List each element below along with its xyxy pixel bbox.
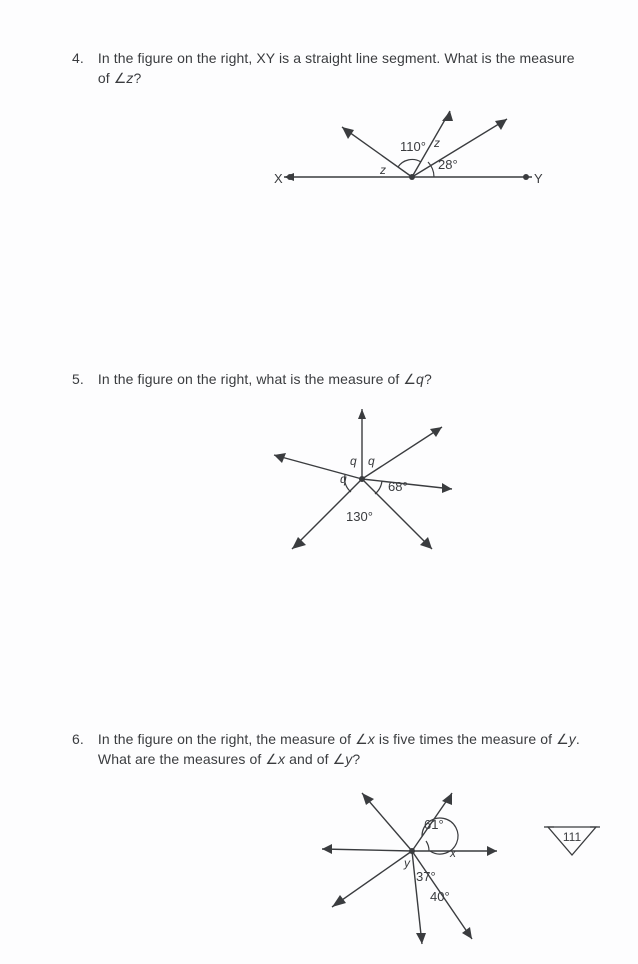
label-z-right: z <box>433 136 440 150</box>
label-y: y <box>403 856 411 870</box>
text-part: In the figure on the right, XY is a stra… <box>98 50 575 86</box>
label-q2: q <box>368 454 375 468</box>
problem-4-text: 4. In the figure on the right, XY is a s… <box>72 48 582 89</box>
problem-4: 4. In the figure on the right, XY is a s… <box>72 48 582 209</box>
label-z-left: z <box>379 163 386 177</box>
text-part: is five times the measure of ∠ <box>375 731 569 747</box>
problem-5-body: In the figure on the right, what is the … <box>98 369 582 389</box>
label-110: 110° <box>400 139 426 154</box>
label-Y: Y <box>534 171 543 186</box>
problem-4-number: 4. <box>72 48 84 89</box>
problem-4-body: In the figure on the right, XY is a stra… <box>98 48 582 89</box>
page-number-badge: 111 <box>544 823 600 859</box>
text-var-z: z <box>126 70 133 86</box>
text-part: In the figure on the right, what is the … <box>98 371 416 387</box>
label-q1: q <box>350 454 357 468</box>
problem-5-number: 5. <box>72 369 84 389</box>
label-68: 68° <box>388 479 408 494</box>
problem-5-figure: 68° 130° q q q <box>242 399 482 569</box>
text-var-y: y <box>569 731 576 747</box>
text-part: ? <box>352 751 360 767</box>
text-var-q: q <box>416 371 424 387</box>
text-part: In the figure on the right, the measure … <box>98 731 368 747</box>
problem-6: 6. In the figure on the right, the measu… <box>72 729 582 960</box>
text-part: ? <box>134 70 142 86</box>
problem-4-figure: X Y 110° 28° z z <box>272 99 552 209</box>
problem-6-text: 6. In the figure on the right, the measu… <box>72 729 582 770</box>
label-40: 40° <box>430 889 450 904</box>
page: 4. In the figure on the right, XY is a s… <box>0 0 638 959</box>
problem-5-text: 5. In the figure on the right, what is t… <box>72 369 582 389</box>
problem-6-body: In the figure on the right, the measure … <box>98 729 582 770</box>
label-q3: q <box>340 472 347 486</box>
page-number: 111 <box>563 830 582 844</box>
problem-5: 5. In the figure on the right, what is t… <box>72 369 582 569</box>
text-var-x: x <box>368 731 375 747</box>
problem-6-number: 6. <box>72 729 84 770</box>
label-61: 61° <box>424 817 444 832</box>
label-X: X <box>274 171 283 186</box>
text-part: and of ∠ <box>285 751 345 767</box>
label-x: x <box>449 846 457 860</box>
label-130: 130° <box>346 509 373 524</box>
label-28: 28° <box>438 157 458 172</box>
problem-6-figure: 61° 37° 40° x y <box>292 779 512 959</box>
text-part: ? <box>424 371 432 387</box>
